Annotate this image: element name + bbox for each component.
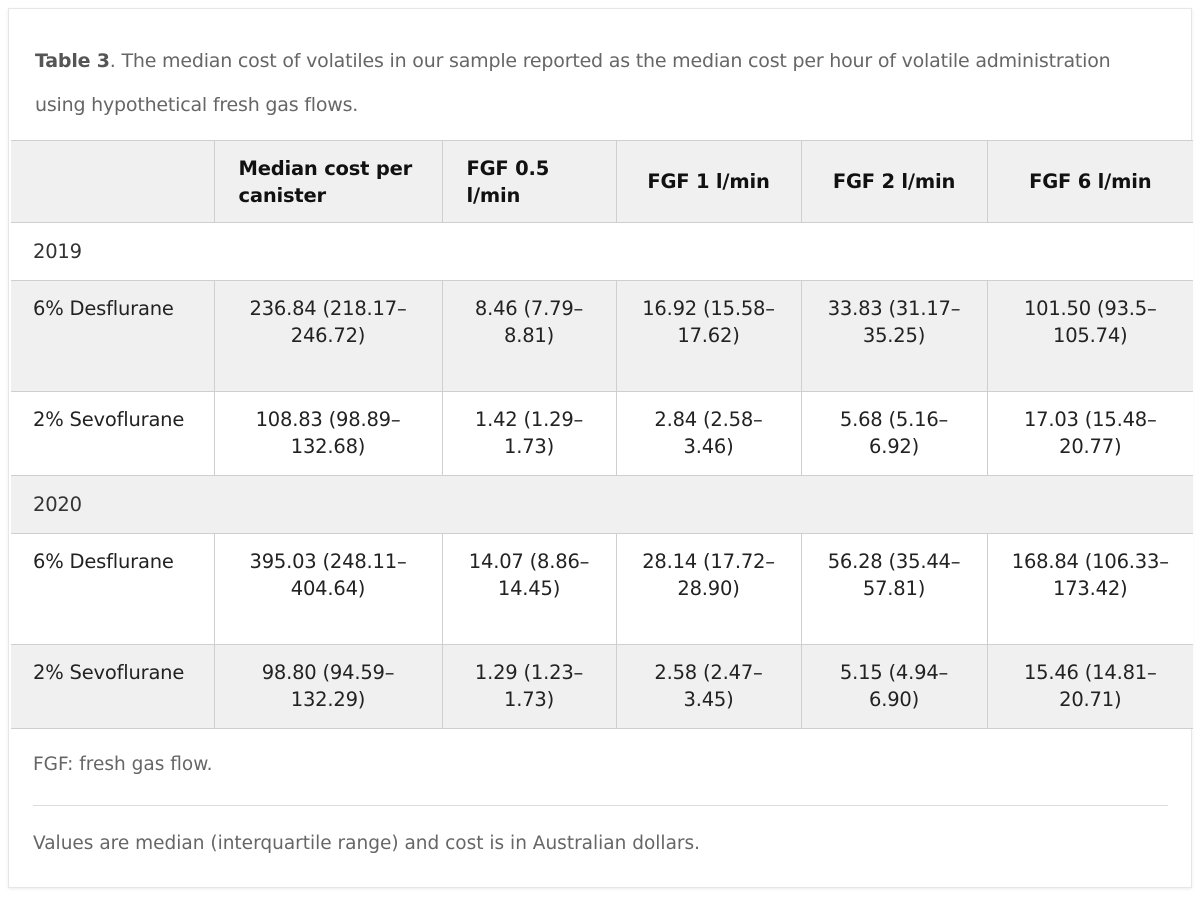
agent-cell: 6% Desflurane xyxy=(11,280,215,392)
header-fgf-0-5: FGF 0.5 l/min xyxy=(441,140,617,223)
year-row-2020: 2020 xyxy=(11,475,1193,534)
value-cell: 168.84 (106.33–173.42) xyxy=(986,533,1193,645)
value-cell: 5.15 (4.94–6.90) xyxy=(800,644,988,729)
table-row: 6% Desflurane 236.84 (218.17–246.72) 8.4… xyxy=(11,280,1193,392)
value-cell: 108.83 (98.89–132.68) xyxy=(213,391,443,476)
year-label: 2020 xyxy=(11,475,1193,534)
footnote-abbreviation: FGF: fresh gas flow. xyxy=(33,754,213,775)
value-cell: 17.03 (15.48–20.77) xyxy=(986,391,1193,476)
agent-cell: 2% Sevoflurane xyxy=(11,391,215,476)
value-cell: 98.80 (94.59–132.29) xyxy=(213,644,443,729)
value-cell: 33.83 (31.17–35.25) xyxy=(800,280,988,392)
table-row: 2% Sevoflurane 98.80 (94.59–132.29) 1.29… xyxy=(11,644,1193,729)
value-cell: 15.46 (14.81–20.71) xyxy=(986,644,1193,729)
value-cell: 16.92 (15.58–17.62) xyxy=(615,280,802,392)
table-card: Table 3. The median cost of volatiles in… xyxy=(8,8,1193,888)
value-cell: 14.07 (8.86–14.45) xyxy=(441,533,617,645)
value-cell: 28.14 (17.72–28.90) xyxy=(615,533,802,645)
value-cell: 5.68 (5.16–6.92) xyxy=(800,391,988,476)
header-row: Median cost per canister FGF 0.5 l/min F… xyxy=(11,140,1193,223)
caption-label: Table 3 xyxy=(35,50,110,72)
header-fgf-2: FGF 2 l/min xyxy=(800,140,988,223)
table-row: 6% Desflurane 395.03 (248.11–404.64) 14.… xyxy=(11,533,1193,645)
footnote-values-note: Values are median (interquartile range) … xyxy=(33,833,701,854)
value-cell: 1.29 (1.23–1.73) xyxy=(441,644,617,729)
value-cell: 2.58 (2.47–3.45) xyxy=(615,644,802,729)
value-cell: 2.84 (2.58–3.46) xyxy=(615,391,802,476)
caption-text: . The median cost of volatiles in our sa… xyxy=(35,50,1111,116)
agent-cell: 6% Desflurane xyxy=(11,533,215,645)
footnote-divider xyxy=(33,805,1168,806)
header-median-cost: Median cost per canister xyxy=(213,140,443,223)
value-cell: 1.42 (1.29–1.73) xyxy=(441,391,617,476)
value-cell: 395.03 (248.11–404.64) xyxy=(213,533,443,645)
agent-cell: 2% Sevoflurane xyxy=(11,644,215,729)
value-cell: 8.46 (7.79–8.81) xyxy=(441,280,617,392)
value-cell: 56.28 (35.44–57.81) xyxy=(800,533,988,645)
year-row-2019: 2019 xyxy=(11,222,1193,281)
header-fgf-6: FGF 6 l/min xyxy=(986,140,1193,223)
value-cell: 101.50 (93.5–105.74) xyxy=(986,280,1193,392)
table-row: 2% Sevoflurane 108.83 (98.89–132.68) 1.4… xyxy=(11,391,1193,476)
value-cell: 236.84 (218.17–246.72) xyxy=(213,280,443,392)
year-label: 2019 xyxy=(11,222,1193,281)
header-fgf-1: FGF 1 l/min xyxy=(615,140,802,223)
cost-table: Median cost per canister FGF 0.5 l/min F… xyxy=(11,140,1193,729)
table-caption: Table 3. The median cost of volatiles in… xyxy=(35,39,1155,127)
header-empty xyxy=(11,140,215,223)
